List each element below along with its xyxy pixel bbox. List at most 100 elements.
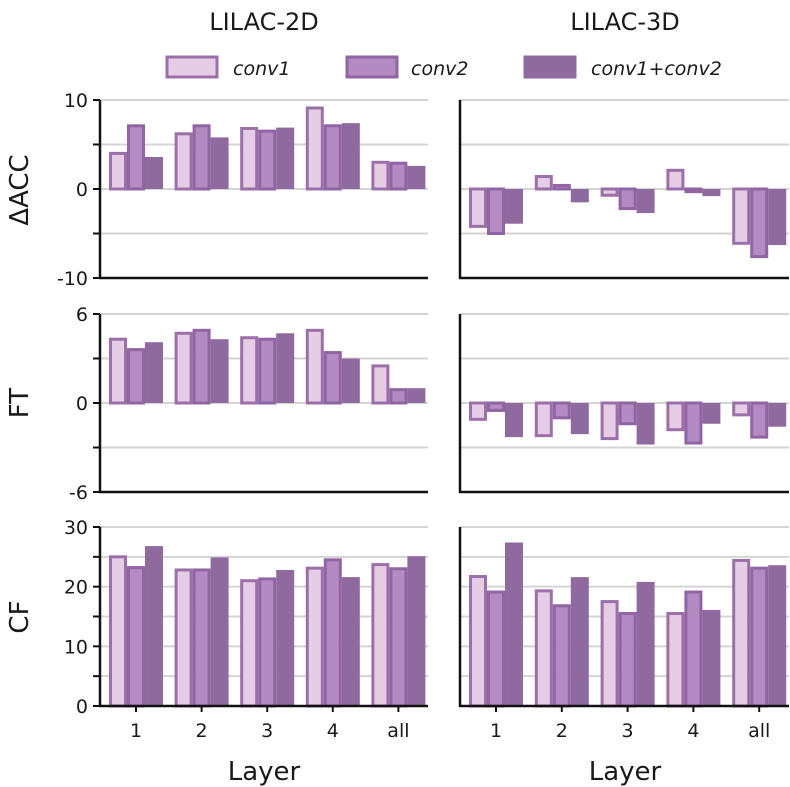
bar-conv2-2-ft-3d xyxy=(552,401,571,420)
x-tick-label: 1 xyxy=(130,720,142,742)
x-tick-label: 4 xyxy=(327,720,339,742)
panel-acc-2d: -10 0 10 xyxy=(57,90,428,290)
y-tick-label: -6 xyxy=(69,482,88,504)
bar-conv1-all-ft-2d xyxy=(371,364,390,405)
bar-conv1-conv2-1-ft-2d xyxy=(145,342,163,403)
x-tick-label: 2 xyxy=(556,720,568,742)
bar-conv1-conv2-all-acc-2d xyxy=(407,165,426,189)
bar-conv1-3-ft-3d xyxy=(600,401,619,441)
bar-conv1-all-cf-2d xyxy=(371,563,390,708)
legend-item-conv2: conv2 xyxy=(345,55,468,80)
bar-conv1-2-acc-3d xyxy=(534,175,553,191)
bar-conv1-conv2-2-ft-3d xyxy=(570,403,589,435)
bar-conv1-conv2-2-ft-2d xyxy=(210,339,229,403)
bar-conv2-1-acc-3d xyxy=(487,187,505,235)
bar-conv2-2-acc-3d xyxy=(552,183,571,191)
y-tick-label: 10 xyxy=(64,636,88,658)
bar-conv2-1-ft-2d xyxy=(127,348,145,405)
bar-conv1-all-ft-3d xyxy=(732,401,751,417)
bar-conv1-conv2-all-ft-3d xyxy=(768,403,787,427)
panel-cf-3d: 1 2 3 4 all xyxy=(458,526,789,742)
legend-label-conv1-conv2: conv1+conv2 xyxy=(591,58,722,80)
bar-conv1-4-ft-2d xyxy=(305,328,324,405)
panels: -10 0 10 -6 0 6 0 10 20 30 1 2 3 4 all 1 2 3 4 all xyxy=(57,90,789,742)
bar-conv1-4-acc-3d xyxy=(666,168,685,191)
bar-conv2-1-acc-2d xyxy=(127,124,145,191)
bar-conv2-3-ft-3d xyxy=(618,401,637,426)
bar-conv1-3-acc-2d xyxy=(240,126,259,191)
x-tick-label: 3 xyxy=(261,720,273,742)
bar-conv1-conv2-3-cf-2d xyxy=(276,569,295,706)
y-tick-label: 30 xyxy=(64,517,88,539)
bar-conv1-conv2-3-ft-2d xyxy=(276,333,295,403)
legend-item-conv1-conv2: conv1+conv2 xyxy=(523,55,722,80)
bar-conv1-4-cf-2d xyxy=(305,566,324,708)
bar-conv2-3-cf-3d xyxy=(618,612,637,708)
bar-conv1-2-cf-3d xyxy=(534,589,553,708)
bar-conv2-3-acc-3d xyxy=(618,187,637,211)
bar-conv1-all-acc-3d xyxy=(732,187,751,245)
x-tick-label: 1 xyxy=(490,720,502,742)
bar-conv2-2-acc-2d xyxy=(192,124,211,191)
x-tick-label: 4 xyxy=(687,720,699,742)
bar-conv2-3-acc-2d xyxy=(258,129,277,191)
bar-conv2-all-cf-3d xyxy=(750,566,769,708)
bar-conv1-conv2-all-acc-3d xyxy=(768,189,787,246)
bar-conv2-4-acc-2d xyxy=(323,124,342,191)
x-tick-label: 3 xyxy=(622,720,634,742)
legend-label-conv2: conv2 xyxy=(411,58,468,80)
bar-conv1-2-cf-2d xyxy=(174,568,193,708)
bar-conv1-conv2-4-cf-3d xyxy=(702,609,721,706)
legend-swatch-conv1 xyxy=(165,55,219,79)
legend-item-conv1: conv1 xyxy=(165,55,290,80)
bar-conv1-1-ft-2d xyxy=(109,337,127,405)
bar-conv1-conv2-3-acc-3d xyxy=(636,189,655,214)
bar-conv1-conv2-1-cf-2d xyxy=(145,546,163,706)
bar-conv1-conv2-1-acc-2d xyxy=(145,156,163,189)
bar-conv1-4-acc-2d xyxy=(305,106,324,191)
bar-conv1-conv2-2-cf-2d xyxy=(210,557,229,706)
bar-conv1-3-ft-2d xyxy=(240,336,259,405)
bar-conv2-2-ft-2d xyxy=(192,328,211,405)
bar-conv1-1-acc-2d xyxy=(109,151,127,191)
bar-conv1-conv2-2-cf-3d xyxy=(570,577,589,706)
x-tick-label: 2 xyxy=(196,720,208,742)
y-tick-label: -10 xyxy=(57,268,88,290)
bar-conv1-2-ft-3d xyxy=(534,401,553,438)
y-tick-label: 6 xyxy=(76,304,88,326)
bar-conv2-3-cf-2d xyxy=(258,577,277,708)
y-tick-label: 0 xyxy=(76,393,88,415)
bar-conv2-all-cf-2d xyxy=(389,567,408,708)
bar-conv1-conv2-1-acc-3d xyxy=(505,189,523,224)
y-tick-label: 20 xyxy=(64,577,88,599)
bar-conv1-conv2-4-cf-2d xyxy=(341,577,360,706)
bar-conv2-1-cf-3d xyxy=(487,590,505,708)
y-tick-label: 0 xyxy=(76,179,88,201)
bar-conv2-all-ft-2d xyxy=(389,388,408,405)
bar-conv1-all-cf-3d xyxy=(732,558,751,708)
bar-conv2-2-cf-2d xyxy=(192,568,211,708)
legend-label-conv1: conv1 xyxy=(233,58,290,80)
bar-conv1-3-cf-2d xyxy=(240,579,259,708)
bar-conv1-conv2-3-acc-2d xyxy=(276,127,295,189)
bar-conv1-conv2-4-acc-3d xyxy=(702,189,721,197)
bar-conv1-3-cf-3d xyxy=(600,600,619,708)
bar-conv1-1-cf-2d xyxy=(109,555,127,708)
legend-swatch-conv1-conv2 xyxy=(523,55,577,79)
bar-conv1-conv2-all-cf-2d xyxy=(407,556,426,706)
bar-conv2-1-ft-3d xyxy=(487,401,505,412)
panel-acc-3d xyxy=(458,99,789,280)
y-axis-label-cf: CF xyxy=(5,600,35,633)
bar-conv1-conv2-2-acc-2d xyxy=(210,137,229,189)
bar-conv1-conv2-1-ft-3d xyxy=(505,403,523,438)
x-axis-label-2d: Layer xyxy=(228,757,301,787)
bar-conv1-all-acc-2d xyxy=(371,160,390,191)
bar-conv1-conv2-4-acc-2d xyxy=(341,123,360,189)
x-axis-label-3d: Layer xyxy=(589,757,662,787)
bar-conv1-3-acc-3d xyxy=(600,187,619,197)
bar-conv1-4-ft-3d xyxy=(666,401,685,432)
x-tick-label: all xyxy=(387,720,409,742)
bar-conv2-4-ft-2d xyxy=(323,351,342,405)
bar-conv2-4-cf-3d xyxy=(684,590,703,708)
